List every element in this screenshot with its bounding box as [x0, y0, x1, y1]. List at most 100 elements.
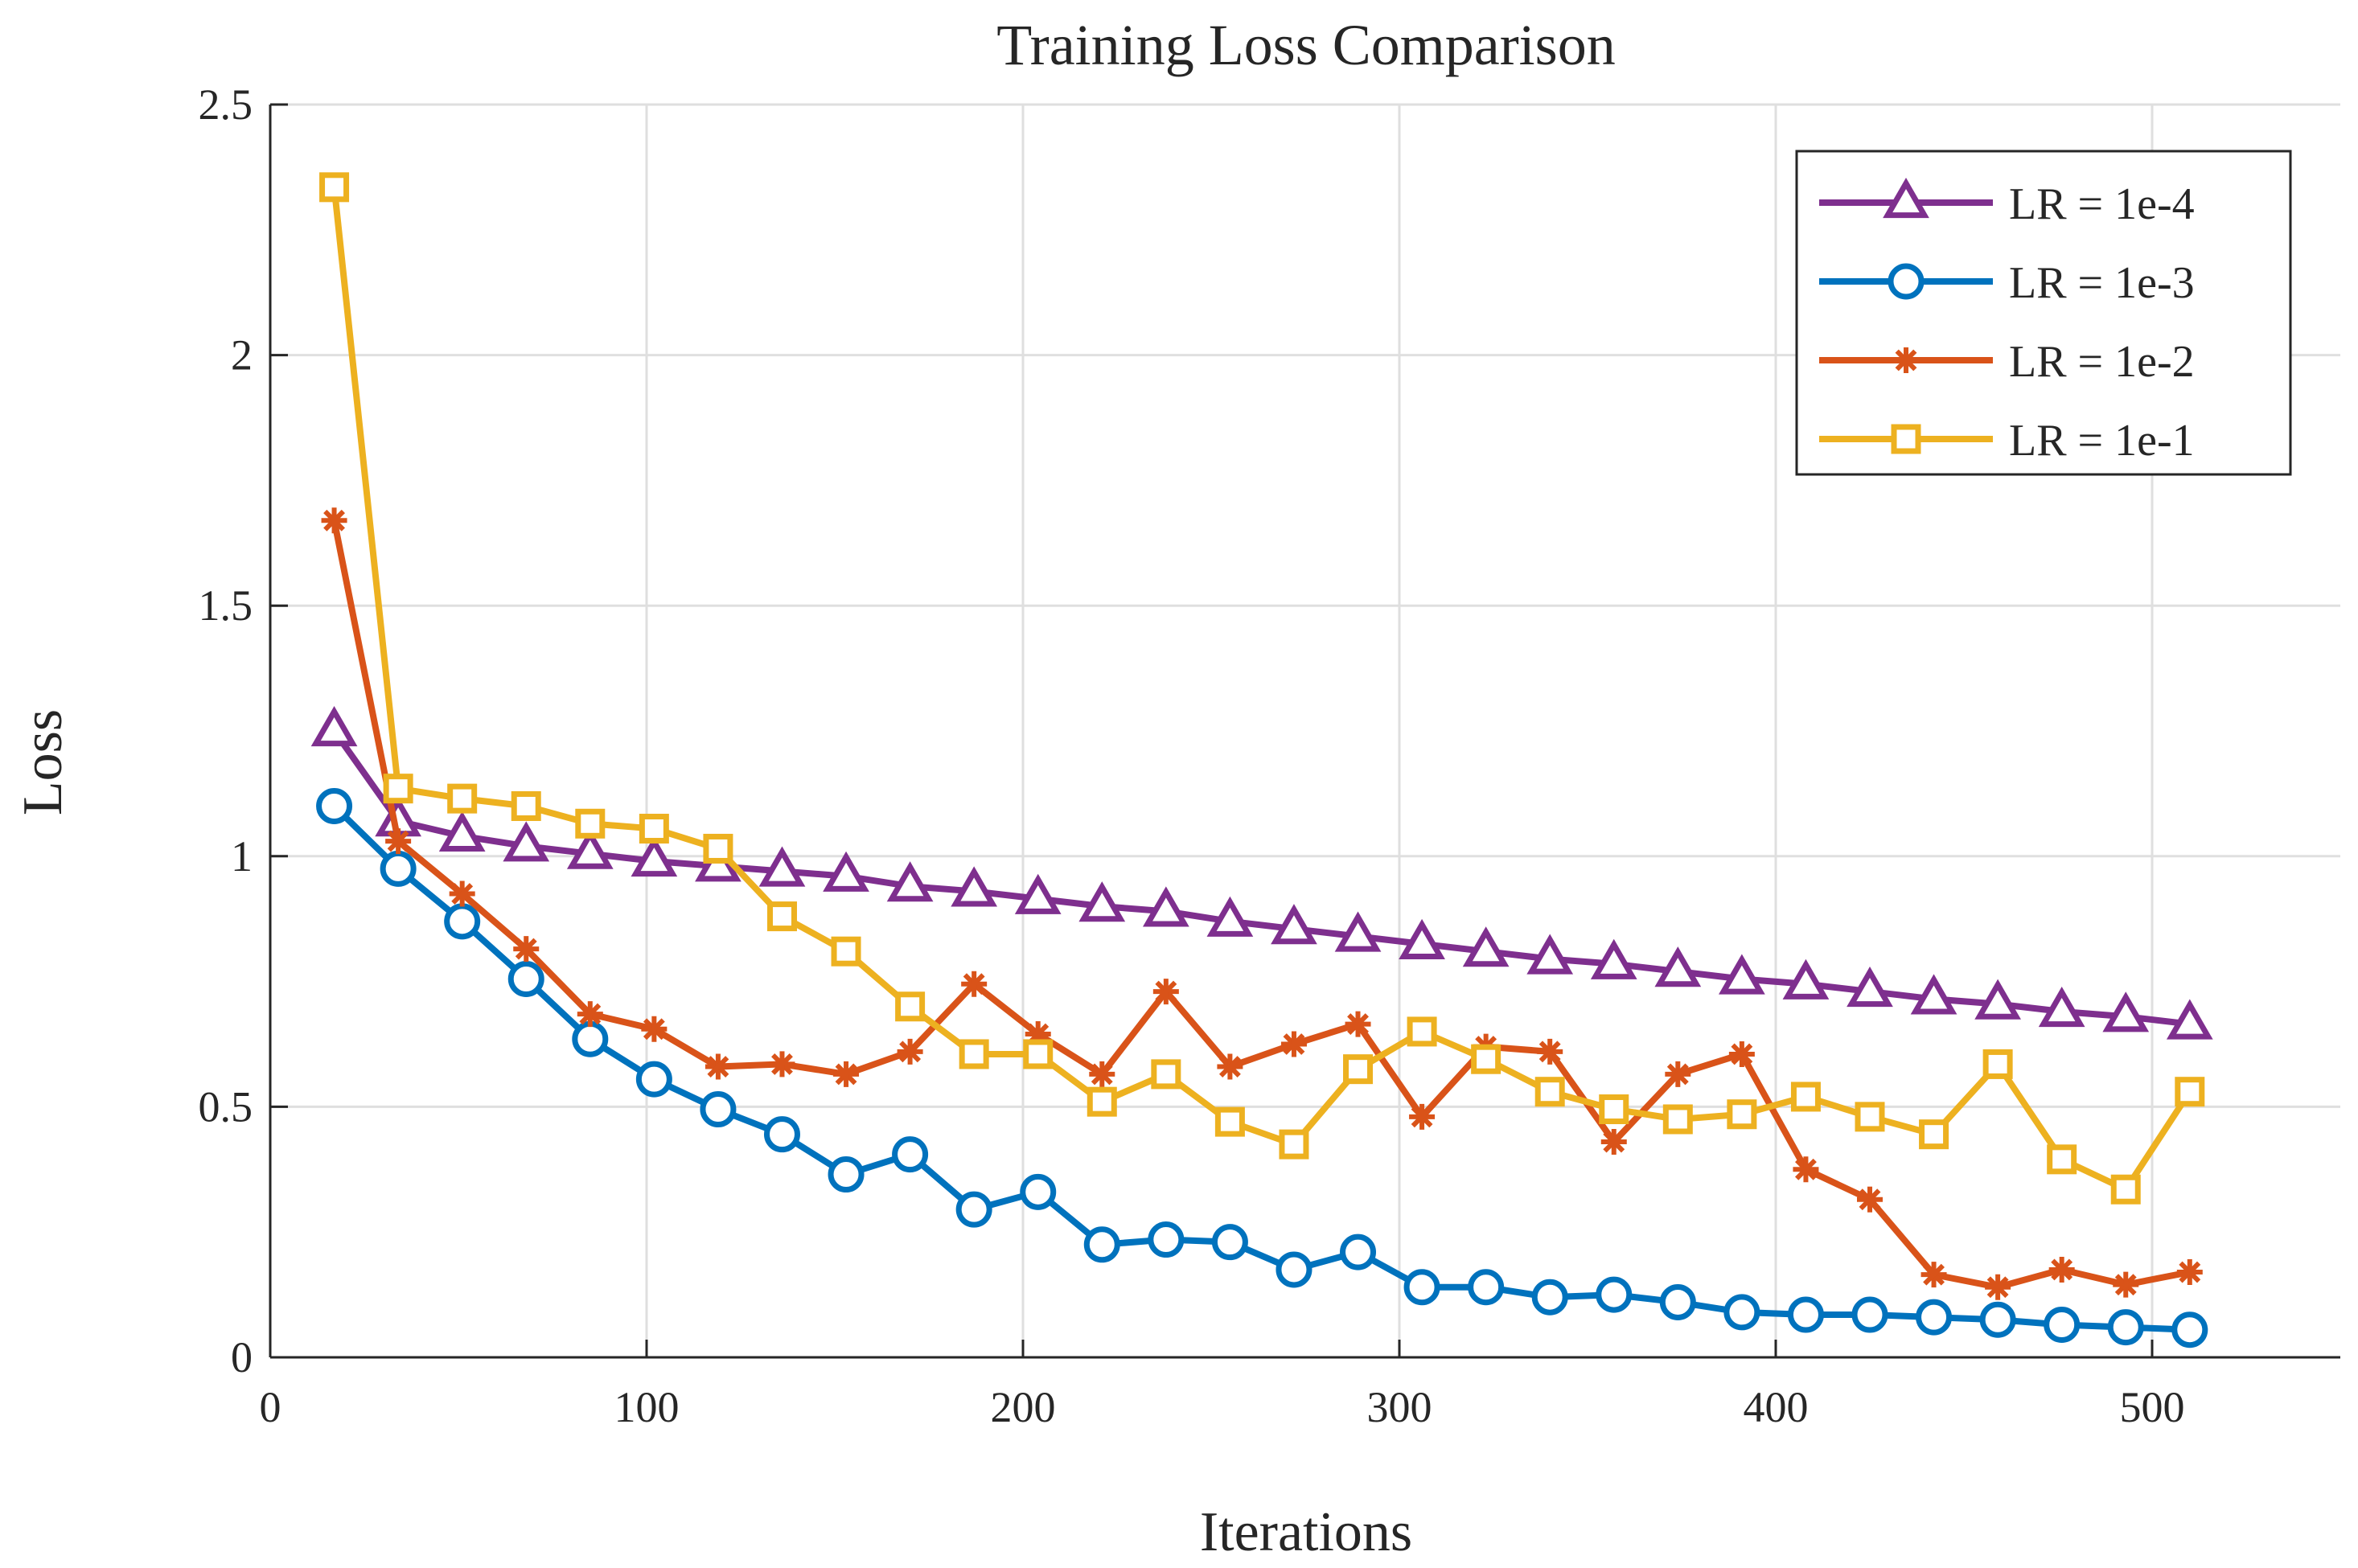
data-point [321, 507, 347, 534]
data-point [1152, 979, 1179, 1005]
data-point [316, 787, 353, 824]
data-point [1526, 934, 1574, 975]
data-point [1728, 1041, 1755, 1067]
legend: LR = 1e-4 LR = 1e-3 LR = 1e-2 LR = 1e-1 [1795, 150, 2292, 476]
data-point [1468, 1269, 1505, 1306]
data-point [444, 903, 481, 940]
data-point [319, 172, 350, 203]
data-point [1151, 1059, 1181, 1090]
legend-label: LR = 1e-2 [2009, 337, 2195, 387]
legend-swatch-marker [1888, 263, 1925, 300]
data-point [1020, 1173, 1057, 1210]
data-point [380, 850, 417, 887]
x-tick-label: 100 [614, 1383, 680, 1431]
data-point [572, 1020, 609, 1057]
data-point [2107, 1309, 2144, 1346]
data-point [1089, 1061, 1115, 1087]
data-point [1471, 1044, 1501, 1074]
legend-label: LR = 1e-1 [2009, 416, 2195, 466]
data-point [833, 1061, 860, 1087]
data-point [828, 1156, 865, 1193]
data-point [310, 705, 358, 747]
data-point [641, 1016, 668, 1042]
data-point [1851, 1296, 1888, 1333]
data-point [1279, 1129, 1309, 1160]
grid-lines [270, 103, 2340, 1357]
legend-swatch-marker [1883, 177, 1929, 219]
data-point [700, 1091, 737, 1128]
data-point [758, 846, 806, 887]
y-tick-label: 1.5 [199, 581, 253, 630]
data-point [951, 866, 998, 907]
data-point [449, 880, 475, 907]
data-point [385, 828, 412, 855]
y-tick-label: 0 [231, 1333, 253, 1381]
legend-label: LR = 1e-4 [2009, 179, 2195, 229]
data-point [897, 1038, 923, 1065]
data-point [955, 1191, 992, 1228]
series-1 [316, 787, 2208, 1348]
x-axis-label: Iterations [1200, 1501, 1412, 1563]
data-point [1148, 1221, 1185, 1258]
data-point [1078, 881, 1126, 922]
data-point [1982, 1049, 2013, 1079]
data-point [1974, 979, 2021, 1020]
data-point [1916, 1299, 1953, 1336]
data-point [503, 821, 550, 862]
data-point [1920, 1262, 1947, 1288]
data-point [1654, 946, 1702, 987]
data-point [1793, 1156, 1819, 1183]
data-point [895, 991, 926, 1022]
y-tick-label: 1 [231, 832, 253, 880]
data-point [2047, 1144, 2077, 1175]
data-point [766, 901, 797, 932]
data-point [1345, 1011, 1371, 1037]
x-tick-label: 400 [1744, 1383, 1809, 1431]
data-point [1723, 1294, 1760, 1331]
data-point [635, 1061, 672, 1098]
y-axis-label: Loss [12, 709, 74, 815]
data-point [639, 814, 669, 844]
data-point [1276, 1251, 1313, 1288]
data-point [1590, 938, 1637, 979]
data-point [961, 971, 988, 997]
data-point [2110, 1174, 2141, 1205]
data-point [1727, 1099, 1757, 1130]
data-point [1409, 1103, 1436, 1130]
data-point [1271, 904, 1317, 945]
data-point [1403, 1269, 1440, 1306]
data-point [1790, 1082, 1821, 1112]
data-point [1531, 1279, 1568, 1316]
data-point [1659, 1283, 1696, 1320]
data-point [1847, 967, 1893, 1008]
data-point [1142, 886, 1189, 927]
data-point [2113, 1271, 2139, 1298]
x-tick-label: 0 [260, 1383, 281, 1431]
data-point [1857, 1186, 1883, 1213]
data-point [892, 1136, 929, 1173]
data-point [511, 790, 541, 821]
data-point [1280, 1031, 1307, 1057]
legend-item: LR = 1e-1 [1819, 416, 2195, 466]
data-point [1600, 1129, 1627, 1155]
data-point [631, 836, 678, 877]
x-tick-label: 500 [2120, 1383, 2185, 1431]
data-point [1023, 1039, 1054, 1069]
y-tick-label: 2.5 [199, 80, 253, 129]
data-point [823, 851, 869, 892]
series-2 [321, 507, 2203, 1300]
data-point [2166, 999, 2213, 1040]
data-point [1211, 1224, 1248, 1261]
y-tick-label: 0.5 [199, 1082, 253, 1131]
y-tick-label: 2 [231, 331, 253, 380]
data-point [1014, 873, 1062, 914]
data-point [1214, 1106, 1245, 1137]
data-point [1719, 954, 1765, 995]
data-point [2176, 1259, 2203, 1286]
data-point [2102, 991, 2150, 1032]
data-point [2038, 986, 2085, 1028]
legend-item: LR = 1e-2 [1819, 337, 2195, 387]
data-point [769, 1051, 795, 1077]
legend-label: LR = 1e-3 [2009, 258, 2195, 308]
